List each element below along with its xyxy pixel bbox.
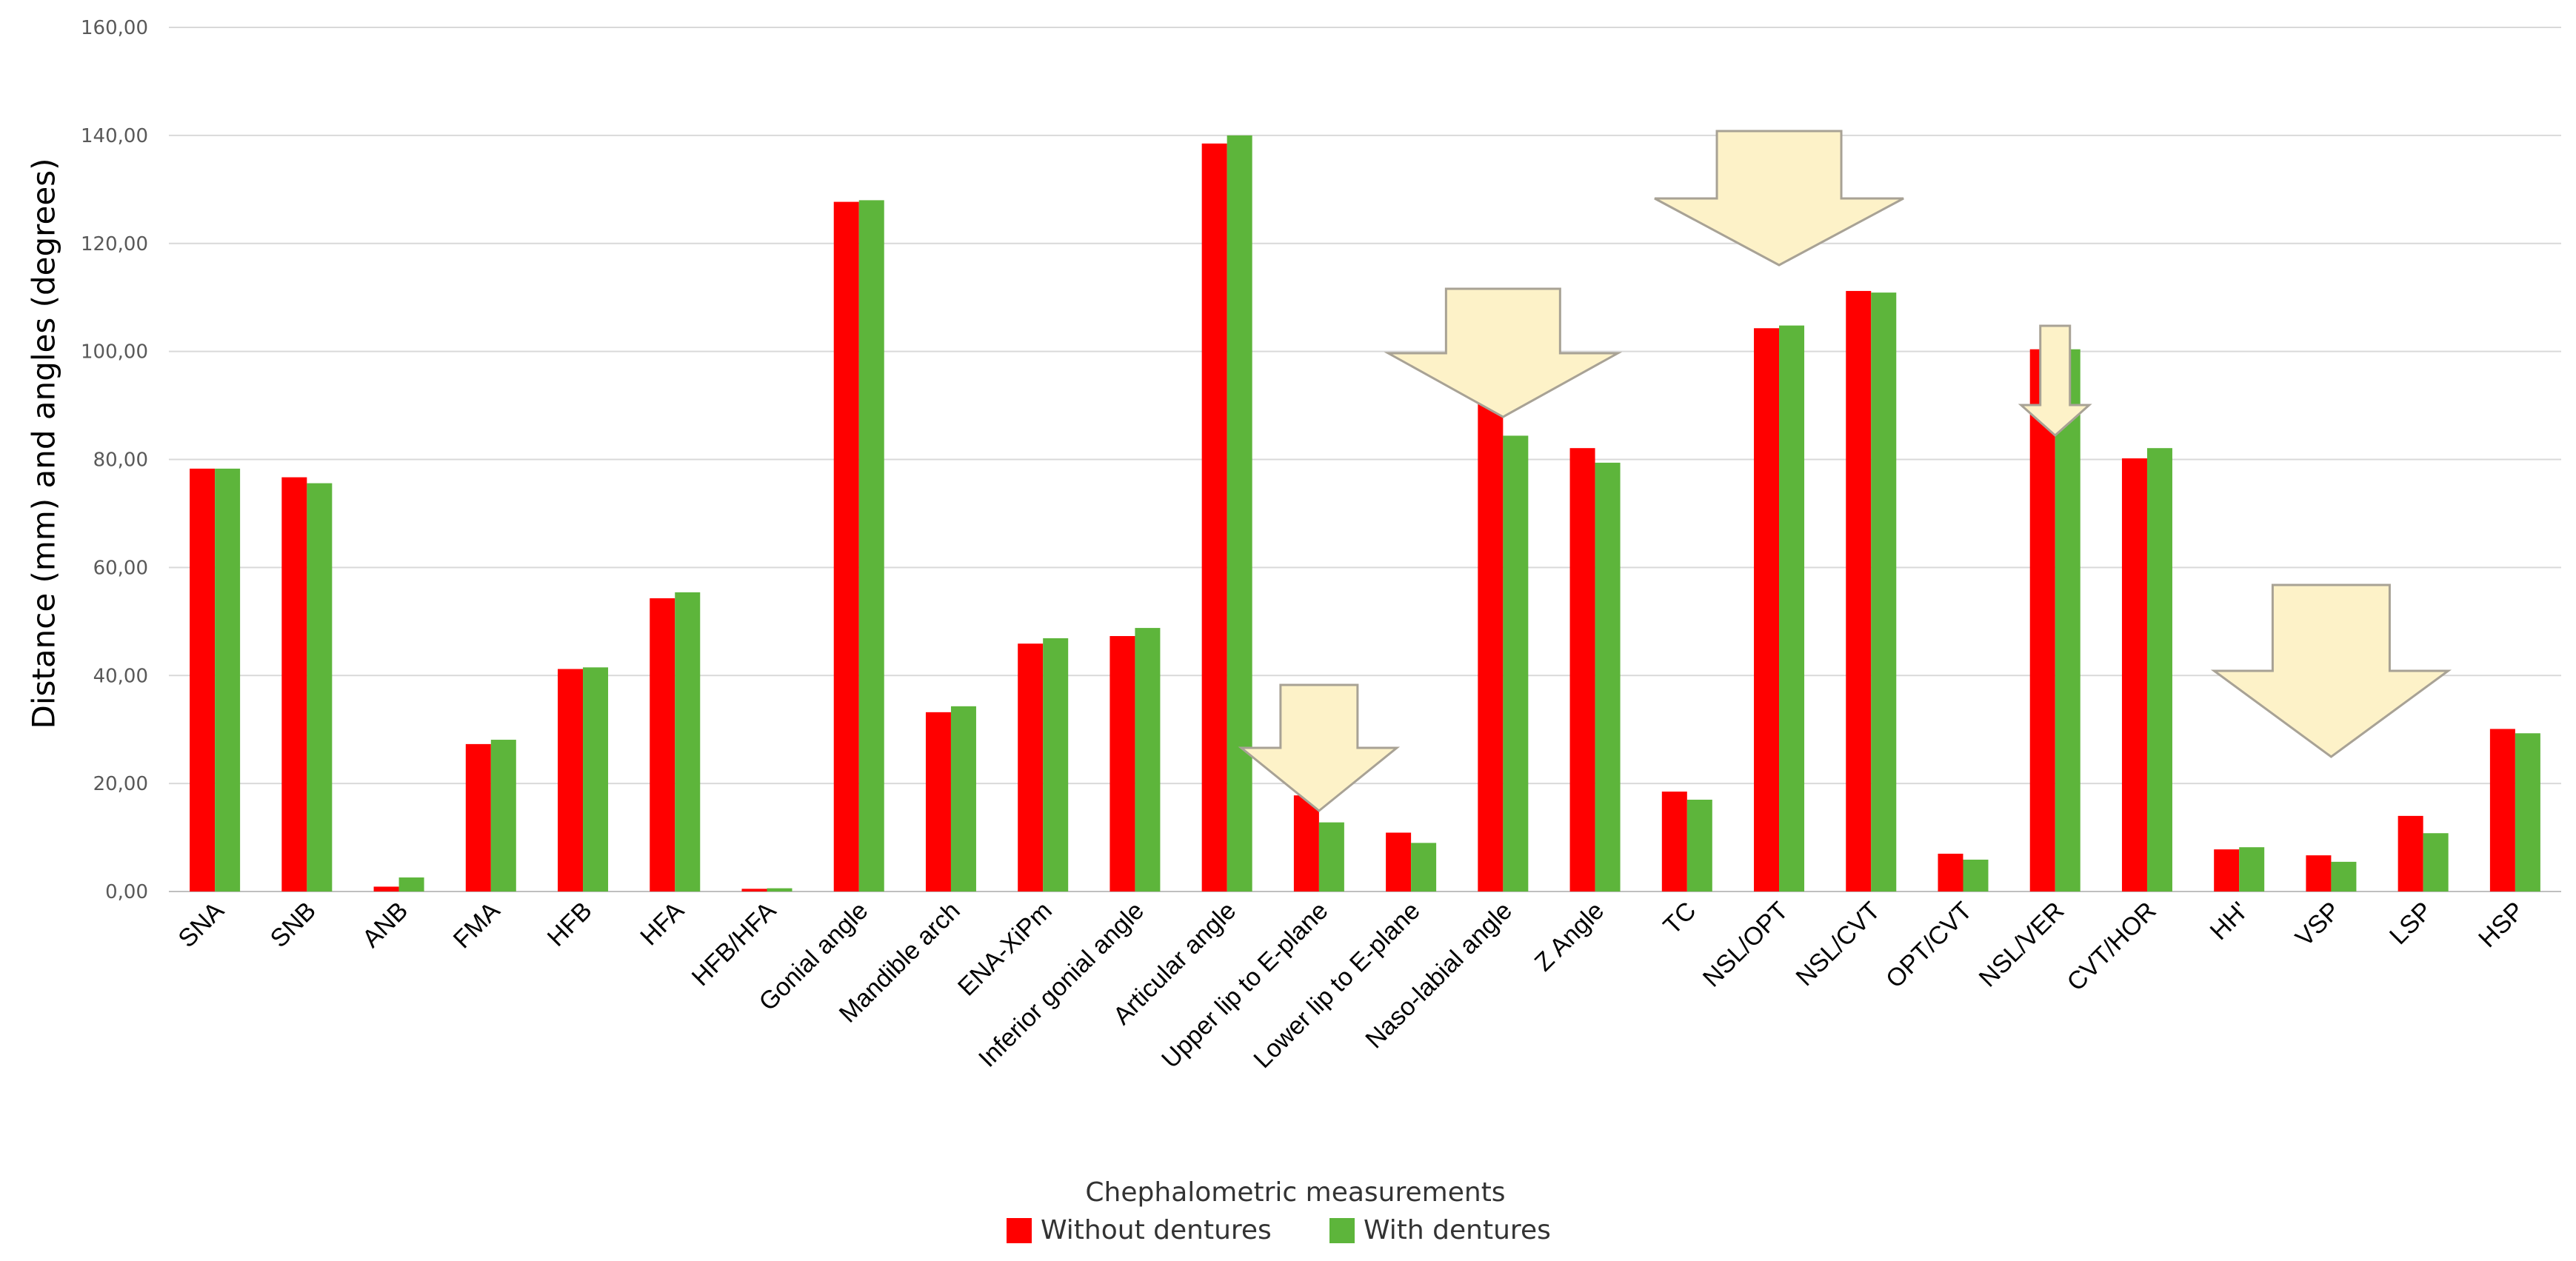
bar-with-dentures: [1411, 843, 1437, 892]
bar-without-dentures: [1201, 143, 1227, 892]
bar-with-dentures: [1135, 628, 1161, 892]
y-tick-label: 60,00: [93, 557, 148, 579]
bar-without-dentures: [2214, 849, 2240, 892]
bar-without-dentures: [833, 201, 859, 892]
bar-with-dentures: [490, 740, 516, 892]
bar-with-dentures: [1686, 800, 1712, 892]
down-arrow-annotation: [1654, 130, 1904, 267]
bar-without-dentures: [1478, 398, 1504, 892]
bar-with-dentures: [2055, 349, 2081, 892]
bar-with-dentures: [767, 888, 793, 892]
bar-with-dentures: [1779, 325, 1805, 892]
bar-without-dentures: [1754, 328, 1780, 892]
y-tick-label: 0,00: [105, 881, 148, 903]
bar-without-dentures: [465, 743, 491, 892]
bar-without-dentures: [1293, 795, 1319, 892]
y-tick-label: 160,00: [81, 17, 148, 39]
bar-with-dentures: [1595, 462, 1621, 892]
bar-with-dentures: [675, 592, 701, 892]
bar-with-dentures: [307, 483, 333, 892]
bar-without-dentures: [1386, 832, 1412, 892]
y-tick-label: 120,00: [81, 233, 148, 255]
down-arrow-annotation: [1238, 683, 1401, 812]
y-tick-label: 140,00: [81, 125, 148, 147]
bar-without-dentures: [2121, 458, 2147, 892]
bar-without-dentures: [2306, 855, 2332, 892]
bar-without-dentures: [1569, 448, 1595, 892]
legend: Chephalometric measurements Without dent…: [1007, 1177, 1551, 1245]
bar-without-dentures: [925, 712, 951, 892]
bar-with-dentures: [2515, 733, 2540, 892]
bar-without-dentures: [281, 477, 307, 892]
bar-without-dentures: [2489, 729, 2515, 892]
bar-with-dentures: [858, 200, 884, 892]
bar-without-dentures: [2029, 349, 2055, 892]
legend-swatch-without-dentures: [1007, 1218, 1032, 1243]
bar-without-dentures: [190, 468, 216, 892]
bar-with-dentures: [1963, 859, 1989, 892]
bar-without-dentures: [558, 669, 584, 892]
bar-with-dentures: [2239, 847, 2265, 892]
bar-with-dentures: [1043, 638, 1069, 892]
bar-without-dentures: [1018, 643, 1044, 892]
bar-with-dentures: [1503, 435, 1529, 892]
bars: [190, 135, 2540, 892]
bar-with-dentures: [2146, 448, 2172, 892]
bar-with-dentures: [583, 667, 609, 892]
bar-with-dentures: [2423, 833, 2449, 892]
y-tick-label: 80,00: [93, 449, 148, 472]
bar-without-dentures: [741, 889, 767, 892]
bar-without-dentures: [650, 598, 675, 892]
legend-swatch-with-dentures: [1329, 1218, 1355, 1243]
bar-without-dentures: [1661, 792, 1687, 892]
bar-with-dentures: [1227, 135, 1252, 892]
bar-without-dentures: [1846, 290, 1872, 892]
bar-without-dentures: [1110, 636, 1135, 892]
x-axis-title: Chephalometric measurements: [1085, 1177, 1505, 1208]
annotation-arrows: [1238, 130, 2452, 812]
bar-without-dentures: [373, 886, 399, 892]
bar-with-dentures: [950, 706, 976, 892]
down-arrow-annotation: [2210, 583, 2452, 758]
legend-label-without-dentures: Without dentures: [1041, 1215, 1272, 1245]
bar-with-dentures: [1318, 822, 1344, 892]
y-tick-label: 40,00: [93, 665, 148, 687]
bar-with-dentures: [398, 877, 424, 892]
bar-with-dentures: [215, 468, 241, 892]
bar-without-dentures: [2398, 815, 2423, 892]
down-arrow-annotation: [1384, 287, 1623, 418]
y-tick-label: 100,00: [81, 341, 148, 364]
bar-without-dentures: [1938, 853, 1963, 892]
y-axis-label: Distance (mm) and angles (degrees): [26, 158, 62, 729]
y-tick-label: 20,00: [93, 773, 148, 795]
bar-with-dentures: [2331, 861, 2357, 892]
down-arrow-annotation: [2018, 324, 2092, 438]
bar-with-dentures: [1871, 292, 1897, 892]
legend-label-with-dentures: With dentures: [1364, 1215, 1551, 1245]
y-axis-ticks: 0,00 20,00 40,00 60,00 80,00 100,00 120,00 140,…: [81, 17, 148, 903]
